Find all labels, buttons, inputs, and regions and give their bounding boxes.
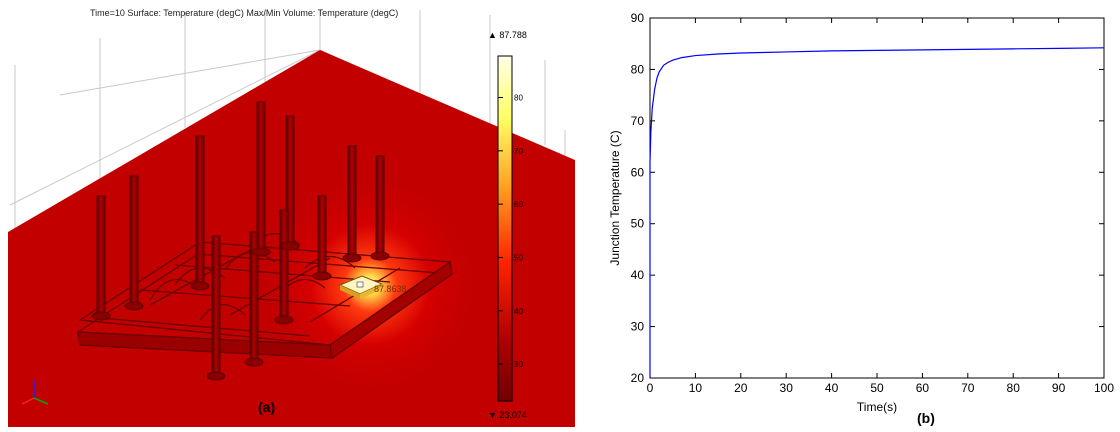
simulation-view: 87.8638 Time=10 Surface: Temperature (de… xyxy=(0,0,580,427)
y-tick-label: 90 xyxy=(631,11,645,25)
y-tick-label: 70 xyxy=(631,114,645,128)
panel-b-label: (b) xyxy=(917,410,935,426)
y-tick-label: 60 xyxy=(631,165,645,179)
colorbar-tick-label: 80 xyxy=(514,94,523,103)
x-tick-label: 80 xyxy=(1007,381,1021,395)
x-tick-label: 40 xyxy=(825,381,839,395)
x-tick-label: 0 xyxy=(647,381,654,395)
x-tick-label: 20 xyxy=(734,381,748,395)
y-tick-label: 50 xyxy=(631,217,645,231)
x-tick-label: 10 xyxy=(689,381,703,395)
x-tick-label: 50 xyxy=(870,381,884,395)
y-tick-label: 20 xyxy=(631,371,645,385)
y-tick-label: 80 xyxy=(631,62,645,76)
y-tick-label: 40 xyxy=(631,268,645,282)
thermal-simulation-panel: 87.8638 Time=10 Surface: Temperature (de… xyxy=(0,0,580,427)
y-axis-label: Junction Temperature (C) xyxy=(608,130,622,265)
junction-temperature-chart: 0 10 20 30 40 50 60 70 80 90 100 2030405060708090 … xyxy=(590,0,1120,427)
y-tick-label: 30 xyxy=(631,320,645,334)
plot-area xyxy=(650,18,1104,378)
hotspot-temperature-label: 87.8638 xyxy=(374,284,407,294)
x-tick-label: 60 xyxy=(916,381,930,395)
colorbar-min-label: ▼ 23.074 xyxy=(488,410,527,420)
colorbar-tick-label: 50 xyxy=(514,253,523,262)
panel-a-label: (a) xyxy=(258,399,275,415)
colorbar-max-label: ▲ 87.788 xyxy=(488,30,527,40)
colorbar-tick-label: 40 xyxy=(514,307,523,316)
x-tick-label: 100 xyxy=(1094,381,1114,395)
x-axis-label: Time(s) xyxy=(857,400,897,414)
x-tick-label: 70 xyxy=(961,381,975,395)
x-tick-label: 30 xyxy=(780,381,794,395)
colorbar-tick-label: 70 xyxy=(514,147,523,156)
junction-temperature-chart-panel: 0 10 20 30 40 50 60 70 80 90 100 20 30 40 50 60 70 80 90 … xyxy=(590,0,1120,427)
colorbar-tick-label: 60 xyxy=(514,200,523,209)
panel-a-header: Time=10 Surface: Temperature (degC) Max/… xyxy=(90,8,398,18)
x-tick-label: 90 xyxy=(1052,381,1066,395)
colorbar-tick-label: 30 xyxy=(514,360,523,369)
